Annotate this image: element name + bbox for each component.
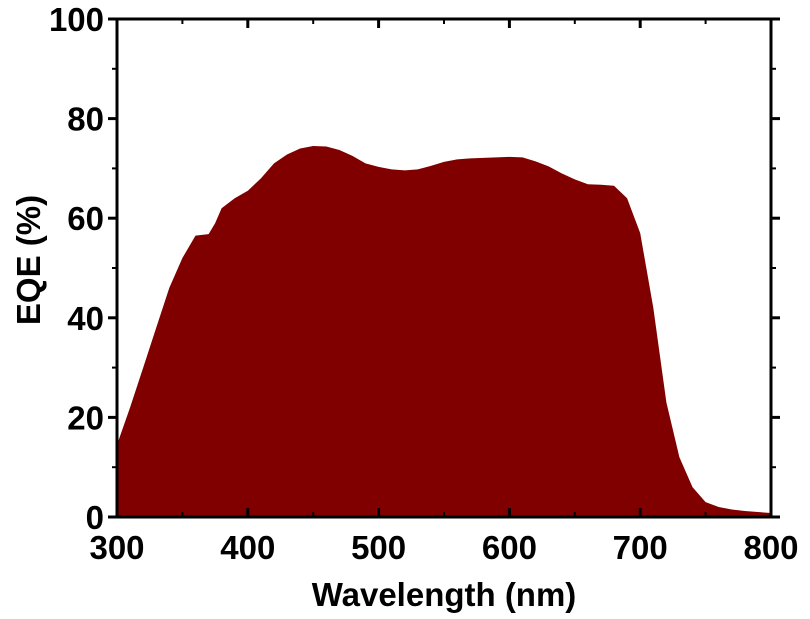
- x-tick-label: 800: [743, 529, 798, 566]
- eqe-area-series-0: [117, 146, 771, 517]
- y-tick-label: 100: [49, 1, 104, 38]
- y-tick-label: 40: [67, 300, 104, 337]
- x-tick-label: 500: [351, 529, 406, 566]
- x-tick-label: 700: [613, 529, 668, 566]
- y-tick-label: 80: [67, 101, 104, 138]
- x-tick-label: 400: [220, 529, 275, 566]
- x-tick-label: 600: [482, 529, 537, 566]
- x-axis-title: Wavelength (nm): [312, 576, 577, 613]
- y-tick-label: 0: [86, 499, 104, 536]
- y-tick-label: 60: [67, 200, 104, 237]
- y-tick-label: 20: [67, 399, 104, 436]
- x-tick-label: 300: [89, 529, 144, 566]
- y-axis-title: EQE (%): [10, 195, 47, 325]
- plot-area: 300 400 500 600 700 800 0 20 40 60 80 100: [49, 1, 799, 566]
